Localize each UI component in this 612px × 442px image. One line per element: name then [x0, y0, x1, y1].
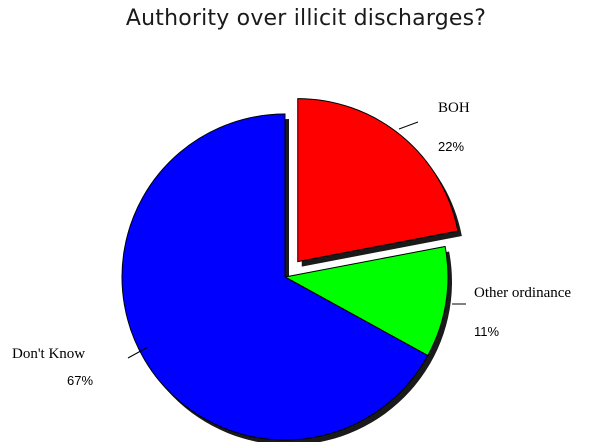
slice-label-don-t-know: Don't Know [12, 346, 85, 362]
leader-line-boh [398, 121, 419, 130]
chart-title: Authority over illicit discharges? [125, 6, 487, 31]
slice-value-boh: 22% [438, 139, 464, 154]
pie-slice-other-ordinance [283, 245, 449, 357]
slice-value-other-ordinance: 11% [474, 324, 499, 339]
slice-label-other-ordinance: Other ordinance [474, 285, 571, 301]
pie-slice-boh [297, 98, 459, 263]
leader-line-don-t-know [127, 346, 149, 359]
slice-value-don-t-know: 67% [67, 373, 93, 388]
pie-slice-don-t-know [121, 113, 429, 441]
slice-label-boh: BOH [438, 100, 470, 116]
